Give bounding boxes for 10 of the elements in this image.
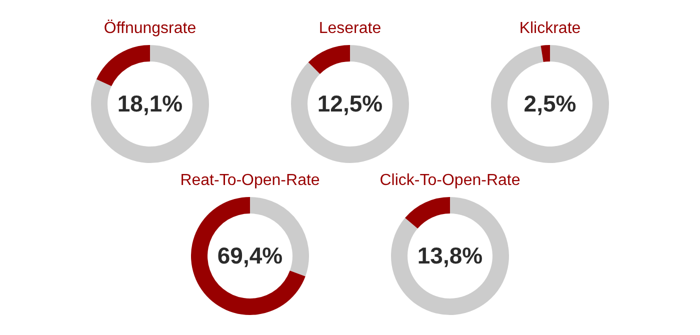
data-label: 18,1% (117, 90, 183, 116)
chart-title: Klickrate (518, 19, 582, 39)
chart-title: Leserate (318, 19, 382, 39)
chart-title: Reat-To-Open-Rate (179, 171, 321, 191)
data-label: 2,5% (524, 90, 576, 116)
data-label: 13,8% (417, 242, 483, 268)
chart-title: Click-To-Open-Rate (378, 171, 522, 191)
chart-title: Öffnungsrate (102, 18, 198, 39)
data-label: 12,5% (317, 90, 383, 116)
data-label: 69,4% (217, 242, 283, 268)
